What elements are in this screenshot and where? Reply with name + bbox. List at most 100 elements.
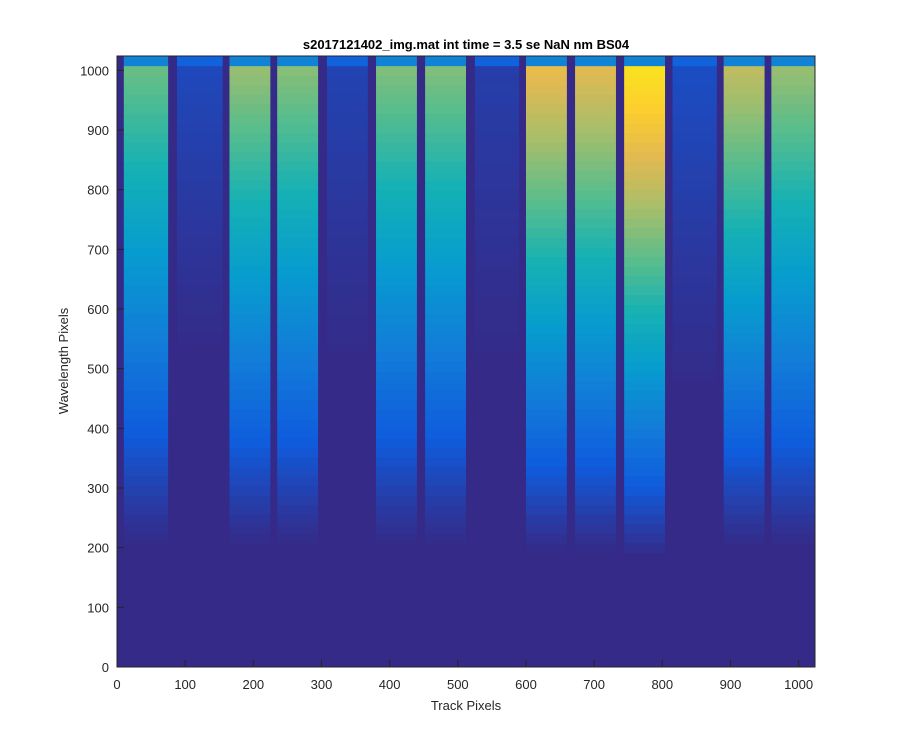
heatmap-cell <box>771 332 815 344</box>
heatmap-cell <box>376 437 417 449</box>
heatmap-cell <box>575 56 616 67</box>
heatmap-cell <box>277 237 319 248</box>
heatmap-cell <box>575 399 616 410</box>
heatmap-cell <box>176 237 223 248</box>
heatmap-stripe <box>376 56 417 544</box>
heatmap-cell <box>326 237 368 248</box>
heatmap-cell <box>229 75 271 86</box>
x-tick-label: 200 <box>242 677 264 692</box>
heatmap-cell <box>624 113 666 124</box>
heatmap-cell <box>575 466 616 477</box>
heatmap-cell <box>425 456 466 468</box>
heatmap-cell <box>326 208 368 219</box>
heatmap-cell <box>376 56 417 67</box>
heatmap-cell <box>123 332 169 344</box>
heatmap-cell <box>624 533 666 544</box>
heatmap-cell <box>277 523 319 534</box>
heatmap-cell <box>376 361 417 372</box>
heatmap-cell <box>575 122 616 133</box>
heatmap-cell <box>672 237 717 248</box>
heatmap-cell <box>277 132 319 143</box>
heatmap-cell <box>277 485 319 496</box>
heatmap-cell <box>425 323 466 334</box>
heatmap-cell <box>771 428 815 439</box>
heatmap-cell <box>425 84 466 95</box>
heatmap-cell <box>723 294 765 305</box>
heatmap-cell <box>672 256 717 267</box>
heatmap-cell <box>229 485 271 496</box>
heatmap-cell <box>575 84 616 95</box>
heatmap-cell <box>277 151 319 162</box>
y-tick-label: 500 <box>87 362 109 377</box>
heatmap-cell <box>277 380 319 391</box>
heatmap-cell <box>723 380 765 391</box>
heatmap-cell <box>326 227 368 238</box>
heatmap-cell <box>123 523 169 534</box>
heatmap-cell <box>723 409 765 420</box>
heatmap-cell <box>176 170 223 181</box>
heatmap-cell <box>474 285 520 296</box>
heatmap-cell <box>376 180 417 191</box>
heatmap-cell <box>229 514 271 525</box>
x-axis-ticks: 0 100 200 300 400 500 600 700 800 900 1000 <box>113 660 813 692</box>
heatmap-stripe <box>624 56 666 554</box>
heatmap-cell <box>376 390 417 401</box>
heatmap-cell <box>575 285 616 296</box>
heatmap-cell <box>376 246 417 258</box>
heatmap-cell <box>229 294 271 305</box>
heatmap-cell <box>376 84 417 95</box>
heatmap-cell <box>525 476 567 487</box>
heatmap-cell <box>277 323 319 334</box>
heatmap-cell <box>123 208 169 219</box>
heatmap-cell <box>723 495 765 506</box>
heatmap-cell <box>277 189 319 200</box>
heatmap-cell <box>525 428 567 439</box>
heatmap-cell <box>575 180 616 191</box>
heatmap-cell <box>229 418 271 429</box>
heatmap-cell <box>474 266 520 277</box>
y-tick-label: 300 <box>87 481 109 496</box>
heatmap-cell <box>277 504 319 515</box>
heatmap-cell <box>277 113 319 124</box>
heatmap-cell <box>326 65 368 76</box>
heatmap-cell <box>525 504 567 515</box>
heatmap-cell <box>624 456 666 468</box>
heatmap-cell <box>575 218 616 229</box>
heatmap-cell <box>123 56 169 67</box>
heatmap-cell <box>123 313 169 324</box>
heatmap-cell <box>525 285 567 296</box>
heatmap-cell <box>771 476 815 487</box>
heatmap-cell <box>425 246 466 258</box>
heatmap-cell <box>277 103 319 114</box>
heatmap-cells <box>117 56 815 667</box>
heatmap-cell <box>123 456 169 468</box>
heatmap-cell <box>326 304 368 315</box>
y-tick-label: 200 <box>87 541 109 556</box>
heatmap-cell <box>277 218 319 229</box>
heatmap-cell <box>425 371 466 382</box>
heatmap-cell <box>376 151 417 162</box>
heatmap-cell <box>123 227 169 238</box>
heatmap-cell <box>425 533 466 544</box>
heatmap-cell <box>575 227 616 238</box>
heatmap-cell <box>723 256 765 267</box>
heatmap-cell <box>525 246 567 258</box>
heatmap-cell <box>176 313 223 324</box>
heatmap-cell <box>123 122 169 133</box>
heatmap-cell <box>376 332 417 344</box>
heatmap-cell <box>525 342 567 353</box>
heatmap-cell <box>425 332 466 344</box>
heatmap-cell <box>123 199 169 210</box>
heatmap-cell <box>376 189 417 200</box>
heatmap-cell <box>176 103 223 114</box>
heatmap-cell <box>771 285 815 296</box>
heatmap-cell <box>277 437 319 449</box>
heatmap-cell <box>723 237 765 248</box>
heatmap-cell <box>672 208 717 219</box>
heatmap-cell <box>229 495 271 506</box>
heatmap-cell <box>672 199 717 210</box>
heatmap-cell <box>672 323 717 334</box>
heatmap-cell <box>229 208 271 219</box>
heatmap-cell <box>474 75 520 86</box>
heatmap-cell <box>123 390 169 401</box>
